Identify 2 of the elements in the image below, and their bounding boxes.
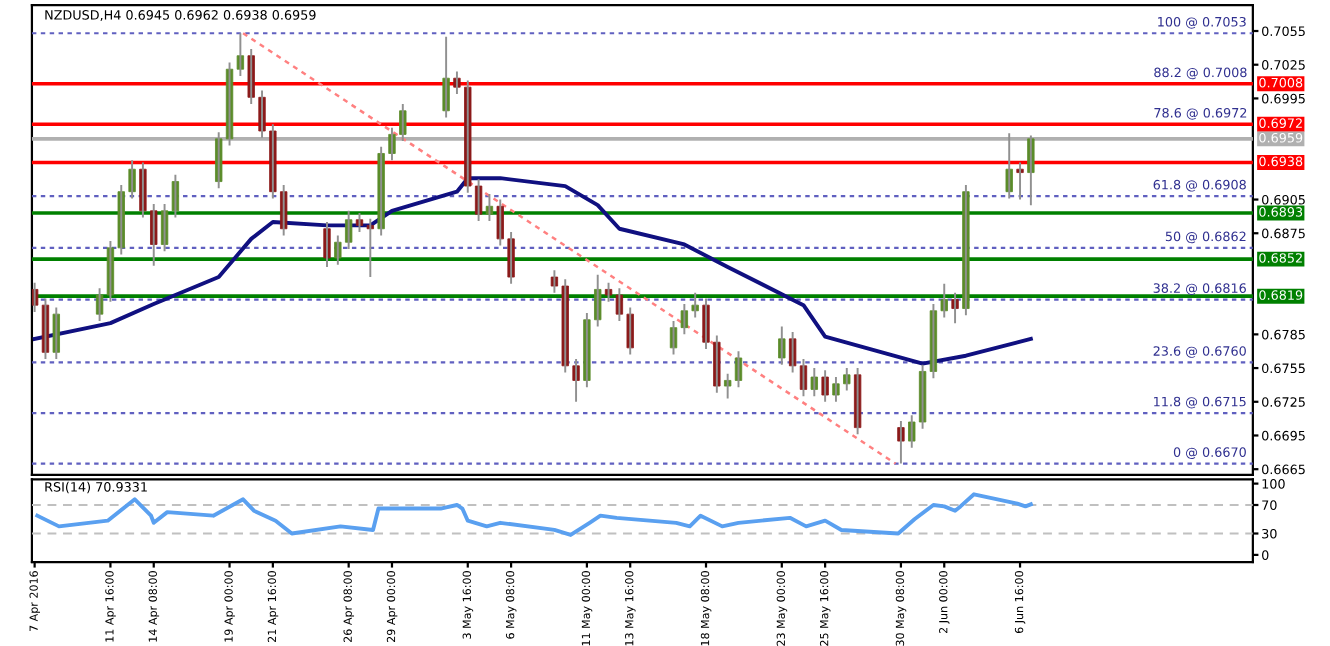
- line-series: [35, 492, 1033, 537]
- line-series: [32, 176, 1033, 366]
